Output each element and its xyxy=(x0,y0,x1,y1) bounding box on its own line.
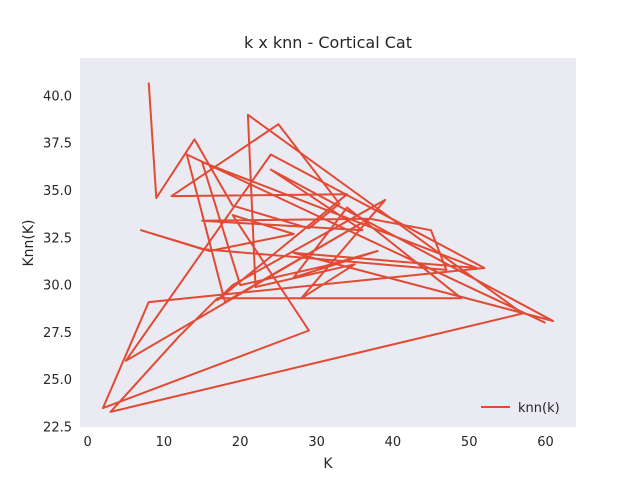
y-tick-label: 37.5 xyxy=(43,137,72,152)
x-tick-label: 30 xyxy=(308,435,325,450)
legend: knn(k) xyxy=(481,401,560,416)
y-tick-label: 27.5 xyxy=(43,326,72,341)
y-tick-labels: 22.5 25.0 27.5 30.0 32.5 35.0 37.5 40.0 xyxy=(43,89,72,435)
legend-label-knn: knn(k) xyxy=(518,401,560,416)
x-tick-label: 20 xyxy=(232,435,249,450)
x-tick-label: 40 xyxy=(385,435,402,450)
y-tick-label: 40.0 xyxy=(43,89,72,104)
x-tick-label: 0 xyxy=(83,435,91,450)
y-tick-label: 32.5 xyxy=(43,231,72,246)
y-tick-label: 30.0 xyxy=(43,279,72,294)
x-axis-label: K xyxy=(323,456,333,472)
x-tick-label: 50 xyxy=(461,435,478,450)
y-tick-label: 22.5 xyxy=(43,421,72,436)
x-tick-label: 10 xyxy=(156,435,173,450)
chart-title: k x knn - Cortical Cat xyxy=(244,33,412,52)
series-layer xyxy=(101,82,555,413)
y-axis-label: Knn(K) xyxy=(21,219,37,266)
series-line-0 xyxy=(101,82,555,413)
y-tick-label: 25.0 xyxy=(43,373,72,388)
x-tick-label: 60 xyxy=(537,435,554,450)
y-tick-label: 35.0 xyxy=(43,184,72,199)
x-tick-labels: 0 10 20 30 40 50 60 xyxy=(83,435,553,450)
